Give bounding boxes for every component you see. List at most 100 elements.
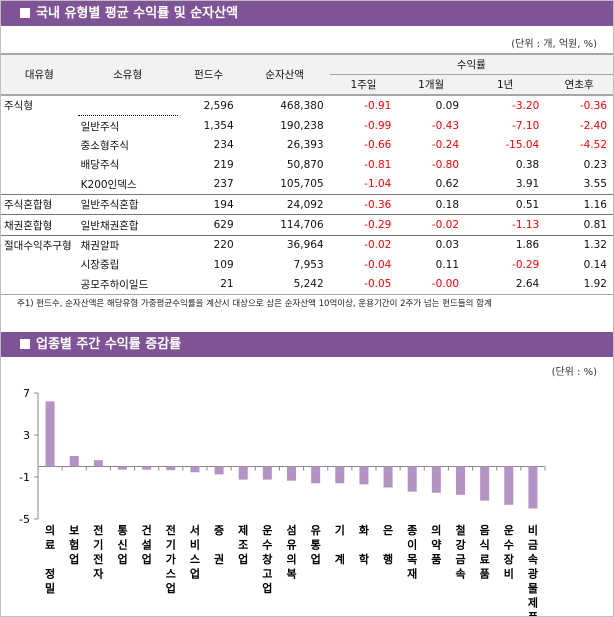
col-major: 대유형 (1, 54, 78, 95)
cell-assets: 468,380 (280, 99, 324, 112)
cell-funds: 219 (213, 158, 234, 171)
sector-bar-chart: 7 3 -1 -5 의 료 정 밀 보 험 업 전 기 전 자 통 신 업 건 설 업 전 기 가 스 업 서 비 스 업 증 권 제 조 업 운… (19, 387, 546, 616)
col-assets: 순자산액 (239, 54, 330, 95)
cell-major: 절대수익추구형 (1, 234, 78, 256)
section-header-fund-returns: 국내 유형별 평균 수익률 및 순자산액 (1, 1, 613, 26)
cell-assets: 7,953 (293, 258, 324, 271)
cell-minor: 일반주식 (77, 115, 178, 136)
bar (262, 466, 272, 480)
cell-y1: 3.91 (515, 178, 540, 191)
bar (190, 466, 200, 473)
cell-assets: 114,706 (239, 214, 330, 236)
x-tick-label: 비금속광물제품 (528, 523, 538, 616)
bar (407, 466, 417, 492)
cell-major (1, 116, 78, 136)
footnote: 주1) 펀드수, 순자산액은 해당유형 가중평균수익률을 계산시 대상으로 삼은… (17, 299, 492, 309)
cell-major (1, 275, 78, 295)
cell-assets: 5,242 (293, 278, 324, 291)
bar (287, 466, 296, 481)
cell-funds: 234 (213, 139, 234, 152)
section-title: 업종별 주간 수익률 증감률 (36, 337, 182, 352)
cell-ytd: 3.55 (583, 178, 607, 191)
y-tick-label: -5 (19, 513, 30, 526)
cell-m1: -0.24 (431, 139, 460, 152)
col-1m: 1개월 (397, 74, 466, 95)
x-tick-label: 증 권 (214, 524, 224, 566)
bar (238, 466, 248, 480)
cell-m1: 0.18 (397, 193, 466, 215)
cell-ytd: -0.36 (579, 99, 607, 112)
cell-w1: -0.29 (329, 214, 398, 236)
bar (93, 460, 103, 467)
cell-minor: 일반주식혼합 (77, 193, 178, 215)
cell-w1: -0.91 (364, 99, 392, 112)
bar (456, 466, 465, 495)
cell-funds: 237 (213, 178, 234, 191)
cell-funds: 1,354 (203, 119, 234, 132)
cell-ytd: -2.40 (579, 119, 607, 132)
y-tick-label: 3 (23, 429, 30, 442)
unit-label: (단위 : 개, 억원, %) (511, 39, 597, 50)
section-header-sector-returns: 업종별 주간 수익률 증감률 (1, 332, 613, 357)
bar (528, 466, 538, 509)
cell-m1: 0.03 (397, 234, 466, 256)
cell-funds: 2,596 (203, 99, 234, 112)
cell-assets: 105,705 (280, 178, 324, 191)
col-1w: 1주일 (329, 74, 398, 95)
cell-funds: 109 (213, 258, 234, 271)
cell-m1: 0.62 (435, 178, 460, 191)
cell-funds: 629 (177, 214, 240, 236)
y-tick-label: 7 (23, 387, 30, 400)
cell-w1: -0.02 (329, 234, 398, 256)
table-row: 주식혼합형 일반주식혼합 194 24,092 -0.36 0.18 0.51 1.16 (1, 193, 613, 215)
cell-minor: K200인덱스 (80, 178, 137, 191)
cell-w1: -0.66 (364, 139, 392, 152)
cell-w1: -0.99 (364, 119, 392, 132)
table-row: 시장중립 109 7,953 -0.04 0.11 -0.29 0.14 (1, 255, 613, 274)
cell-w1: -0.05 (364, 278, 392, 291)
cell-w1: -0.04 (364, 258, 392, 271)
cell-assets: 26,393 (286, 139, 324, 152)
cell-w1: -0.36 (329, 193, 398, 215)
bar (45, 401, 55, 467)
cell-w1: -0.81 (364, 158, 392, 171)
cell-ytd: 0.23 (583, 158, 607, 171)
y-tick-label: -1 (19, 471, 30, 484)
cell-y1: -1.13 (465, 214, 546, 236)
cell-w1: -1.04 (364, 178, 392, 191)
cell-minor: 공모주하이일드 (80, 278, 149, 291)
bar (214, 466, 224, 475)
cell-m1: 0.11 (435, 258, 460, 271)
cell-ytd: 0.81 (545, 214, 613, 236)
cell-y1: -3.20 (512, 99, 540, 112)
fund-returns-table: 대유형 소유형 펀드수 순자산액 수익률 1주일 1개월 1년 연초후 주식형 2… (1, 53, 613, 295)
cell-ytd: 1.16 (545, 193, 613, 215)
bar (504, 466, 514, 505)
cell-major: 주식형 (4, 100, 33, 113)
cell-funds: 194 (177, 193, 240, 215)
table-row: 절대수익추구형 채권알파 220 36,964 -0.02 0.03 1.86 1.32 (1, 234, 613, 256)
cell-minor (78, 95, 178, 116)
bar (166, 466, 176, 471)
cell-major (1, 175, 78, 195)
chart-unit-label: (단위 : %) (551, 367, 597, 378)
cell-ytd: 1.92 (583, 278, 607, 291)
cell-ytd: -4.52 (579, 139, 607, 152)
cell-minor: 시장중립 (80, 259, 120, 272)
square-bullet-icon (20, 339, 30, 349)
cell-y1: -0.29 (512, 258, 540, 271)
bar (69, 456, 79, 467)
col-returns: 수익률 (329, 54, 613, 75)
